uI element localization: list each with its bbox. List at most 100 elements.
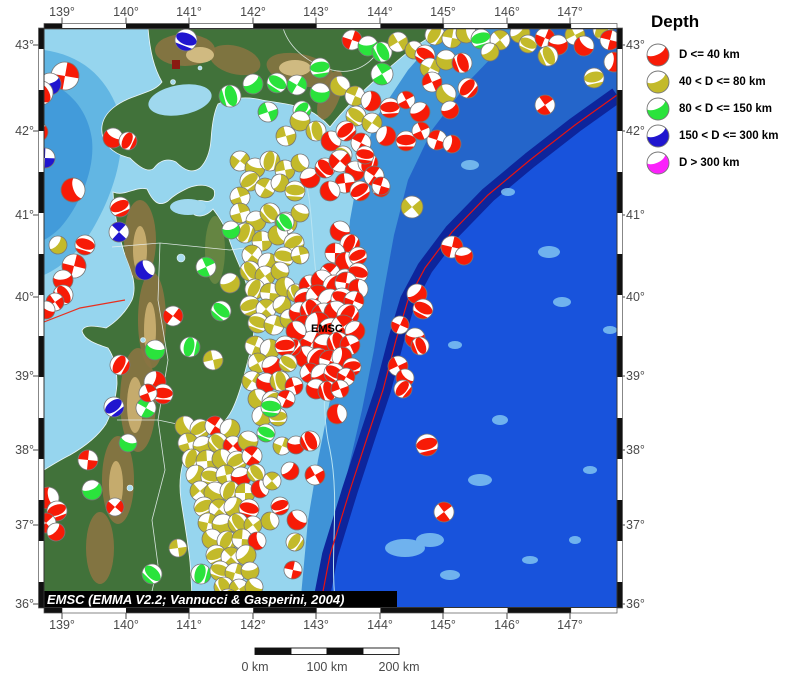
focal-mechanism[interactable] [45,232,71,258]
focal-mechanism[interactable] [370,175,392,197]
focal-mechanism[interactable] [34,297,59,322]
focal-mechanism[interactable] [326,72,355,101]
focal-mechanism[interactable] [316,177,344,205]
focal-mechanism[interactable] [239,70,267,98]
focal-mechanism[interactable] [168,538,188,558]
focal-mechanism[interactable] [134,560,166,592]
focal-mechanism[interactable] [274,124,298,148]
focal-mechanism[interactable] [289,244,310,265]
focal-mechanism[interactable] [379,97,401,124]
focal-mechanism[interactable] [234,482,256,504]
focal-mechanism[interactable] [259,468,284,493]
focal-mechanism[interactable] [178,335,207,359]
focal-mechanism[interactable] [259,396,282,424]
focal-mechanism[interactable] [283,506,311,534]
focal-mechanism[interactable] [274,335,296,362]
focal-mechanism[interactable] [282,559,303,580]
focal-mechanism[interactable] [35,147,56,169]
focal-mechanism[interactable] [132,394,159,421]
focal-mechanism[interactable] [220,493,248,521]
focal-mechanism[interactable] [255,99,280,124]
focal-mechanism[interactable] [570,32,598,61]
focal-mechanism[interactable] [258,352,286,380]
focal-mechanism[interactable] [117,431,140,454]
focal-mechanism[interactable] [282,529,311,557]
focal-mechanism[interactable] [198,525,226,553]
focal-mechanism[interactable] [238,442,266,470]
focal-mechanism[interactable] [424,127,449,152]
focal-mechanism[interactable] [268,258,293,283]
focal-mechanism[interactable] [432,80,461,109]
focal-mechanism[interactable] [395,130,417,157]
focal-mechanism[interactable] [220,219,242,241]
focal-mechanism[interactable] [317,127,345,155]
focal-mechanism[interactable] [159,302,187,330]
focal-mechanism[interactable] [367,59,397,89]
focal-mechanism[interactable] [193,254,219,280]
focal-mechanism[interactable] [358,88,384,114]
focal-mechanism[interactable] [270,434,293,457]
focal-mechanism[interactable] [358,109,386,137]
focal-mechanism[interactable] [136,381,159,404]
focal-mechanism[interactable] [288,201,312,225]
focal-mechanism[interactable] [364,38,396,68]
focal-mechanism[interactable] [582,66,607,95]
focal-mechanism[interactable] [301,461,328,488]
focal-mechanism[interactable] [240,561,260,582]
focal-mechanism[interactable] [267,171,292,195]
focal-mechanism[interactable] [531,91,559,119]
focal-mechanism[interactable] [214,463,238,487]
focal-mechanism[interactable] [99,124,126,151]
focal-mechanism[interactable] [602,50,626,74]
focal-mechanism[interactable] [309,81,331,104]
focal-mechanism[interactable] [232,541,261,570]
focal-mechanism[interactable] [277,458,303,484]
focal-mechanism[interactable] [406,98,434,126]
focal-mechanism[interactable] [274,387,298,411]
focal-mechanism[interactable] [430,498,458,526]
focal-mechanism[interactable] [79,476,105,503]
focal-mechanism[interactable] [325,402,349,426]
focal-mechanism[interactable] [297,165,323,191]
focal-mechanism[interactable] [262,313,287,338]
focal-mechanism[interactable] [324,145,355,176]
focal-mechanism[interactable] [409,119,433,143]
focal-mechanism[interactable] [57,174,89,205]
focal-mechanism[interactable] [51,268,74,291]
focal-mechanism[interactable] [328,377,351,400]
focal-mechanism[interactable] [441,133,463,155]
focal-mechanism[interactable] [102,494,127,519]
focal-mechanism[interactable] [354,145,375,170]
focal-mechanism[interactable] [282,317,311,346]
focal-mechanism[interactable] [397,192,428,223]
focal-mechanism[interactable] [477,39,503,65]
focal-mechanism[interactable] [394,88,418,112]
focal-mechanism[interactable] [284,180,306,207]
focal-mechanism[interactable] [388,313,412,337]
focal-mechanism[interactable] [288,109,312,133]
focal-mechanism[interactable] [283,71,310,98]
focal-mechanism[interactable] [299,119,328,144]
focal-mechanism[interactable] [19,76,58,113]
focal-mechanism[interactable] [228,201,252,225]
focal-mechanism[interactable] [332,117,364,149]
focal-mechanism[interactable] [77,449,99,471]
focal-mechanism[interactable] [514,32,540,60]
focal-mechanism[interactable] [201,348,225,372]
focal-mechanism[interactable] [251,174,278,201]
focal-mechanism[interactable] [105,218,133,246]
focal-mechanism[interactable] [339,27,364,52]
focal-mechanism[interactable] [131,256,159,284]
focal-mechanism[interactable] [419,69,445,95]
focal-mechanism[interactable] [384,28,411,55]
focal-mechanism[interactable] [182,461,210,489]
focal-mechanism[interactable] [217,543,245,571]
focal-mechanism[interactable] [231,528,253,550]
focal-mechanism[interactable] [309,57,332,85]
focal-mechanism[interactable] [71,233,98,263]
focal-mechanism[interactable] [598,28,622,52]
focal-mechanism[interactable] [246,529,269,552]
focal-mechanism[interactable] [152,383,174,410]
focal-mechanism[interactable] [453,245,474,266]
